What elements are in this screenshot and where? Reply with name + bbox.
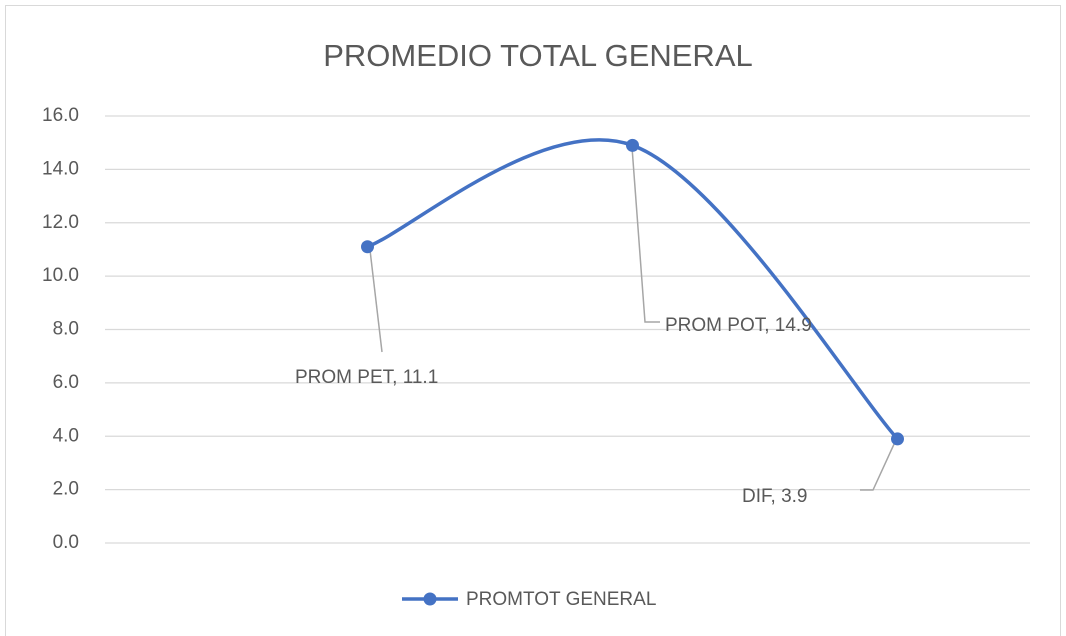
leader-line	[631, 146, 660, 323]
data-label-separator: ,	[771, 486, 782, 507]
data-label: DIF, 3.9	[742, 486, 807, 507]
data-label-separator: ,	[392, 367, 403, 388]
data-label-value: 3.9	[781, 486, 807, 507]
data-label-value: 11.1	[403, 367, 439, 388]
y-tick-label: 6.0	[53, 372, 79, 393]
data-label-category: PROM POT	[665, 315, 767, 336]
data-label: PROM PET, 11.1	[295, 367, 438, 388]
y-tick-label: 12.0	[42, 212, 79, 233]
data-label-category: PROM PET	[295, 367, 395, 388]
legend-label: PROMTOT GENERAL	[466, 589, 656, 610]
chart-title: PROMEDIO TOTAL GENERAL	[323, 38, 753, 73]
data-label-value: 14.9	[775, 315, 812, 336]
leader-line	[860, 441, 896, 491]
y-tick-label: 14.0	[42, 158, 79, 179]
leader-line	[369, 249, 383, 353]
y-tick-label: 8.0	[53, 319, 79, 340]
marker	[626, 138, 639, 152]
line	[366, 138, 899, 441]
y-tick-label: 10.0	[42, 265, 79, 286]
y-tick-label: 16.0	[42, 105, 79, 126]
marker	[361, 240, 374, 254]
data-label-category: DIF	[742, 486, 772, 507]
legend-marker	[423, 592, 437, 606]
y-tick-label: 2.0	[53, 479, 79, 500]
marker	[891, 432, 904, 446]
y-tick-label: 4.0	[53, 425, 79, 446]
data-label-separator: ,	[764, 315, 775, 336]
chart-border	[5, 5, 1061, 636]
data-label: PROM POT, 14.9	[665, 315, 812, 336]
y-tick-label: 0.0	[53, 532, 79, 553]
